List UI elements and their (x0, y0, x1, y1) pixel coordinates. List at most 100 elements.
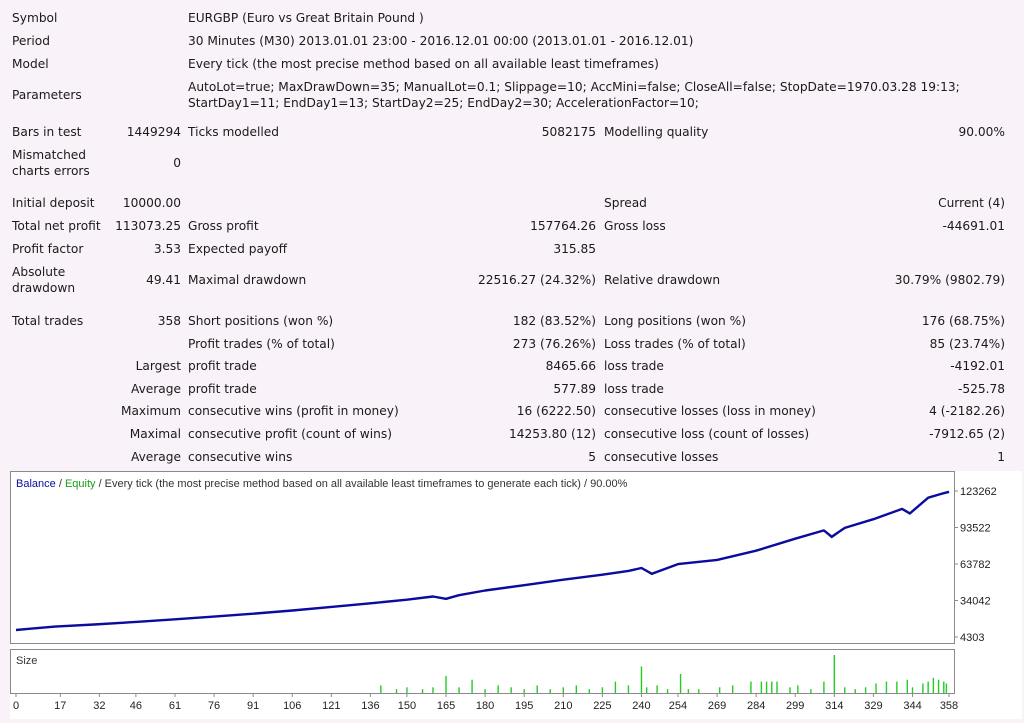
average-profit-value: 577.89 (553, 382, 596, 396)
symbol-value: EURGBP (Euro vs Great Britain Pound ) (188, 11, 424, 25)
gross-profit-label: Gross profit (188, 219, 259, 233)
expected-payoff-label: Expected payoff (188, 242, 288, 256)
x-tick-label: 344 (903, 700, 921, 712)
legend-sep: / (56, 478, 65, 490)
x-tick-label: 358 (940, 700, 958, 712)
spread-label: Spread (604, 196, 647, 210)
largest-profit-value: 8465.66 (545, 359, 596, 373)
chart-legend: Balance / Equity / Every tick (the most … (16, 478, 628, 490)
short-label: Short positions (won %) (188, 314, 334, 328)
x-tick-label: 284 (747, 700, 765, 712)
main-plot-frame (10, 471, 955, 644)
size-bars (380, 655, 948, 693)
y-tick-label: 123262 (960, 486, 997, 498)
maximal-loss-value: -7912.65 (2) (929, 427, 1005, 441)
mismatch-value: 0 (173, 156, 181, 170)
profit-trades-value: 273 (76.26%) (512, 337, 596, 351)
max-cons-wins-label: consecutive wins (profit in money) (188, 404, 399, 418)
x-tick-label: 269 (708, 700, 726, 712)
long-value: 176 (68.75%) (921, 314, 1005, 328)
max-cons-wins-value: 16 (6222.50) (516, 404, 596, 418)
x-axis: 0 17 32 46 61 76 91 106 121 136 150 165 180 195 210 225… (13, 693, 958, 712)
maximal-label: Maximal (129, 427, 181, 441)
x-tick-label: 76 (208, 700, 220, 712)
x-tick-label: 46 (130, 700, 142, 712)
profit-factor-value: 3.53 (153, 242, 181, 256)
x-tick-label: 225 (593, 700, 611, 712)
abs-dd-label-2: drawdown (12, 281, 76, 295)
x-tick-label: 240 (632, 700, 650, 712)
gross-loss-label: Gross loss (604, 219, 666, 233)
total-trades-label: Total trades (12, 314, 84, 328)
y-tick-label: 93522 (960, 523, 991, 535)
quality-label: Modelling quality (604, 125, 709, 139)
x-tick-label: 136 (361, 700, 379, 712)
x-tick-label: 314 (825, 700, 843, 712)
average2-label: Average (130, 450, 181, 464)
largest-profit-label: profit trade (188, 359, 257, 373)
x-tick-label: 195 (515, 700, 533, 712)
x-tick-label: 121 (322, 700, 340, 712)
x-tick-label: 254 (669, 700, 687, 712)
deposit-value: 10000.00 (122, 196, 181, 210)
average-label: Average (130, 382, 181, 396)
parameters-line-1: AutoLot=true; MaxDrawDown=35; ManualLot=… (188, 80, 960, 94)
x-tick-label: 106 (283, 700, 301, 712)
avg-cons-losses-label: consecutive losses (604, 450, 719, 464)
largest-loss-value: -4192.01 (950, 359, 1005, 373)
model-value: Every tick (the most precise method base… (188, 57, 659, 71)
max-dd-label: Maximal drawdown (188, 273, 307, 287)
total-trades-value: 358 (157, 314, 181, 328)
parameters-line-2: StartDay1=11; EndDay1=13; StartDay2=25; … (188, 96, 699, 110)
series-line-balance (15, 490, 950, 632)
size-label: Size (16, 655, 37, 667)
period-label: Period (12, 34, 51, 48)
gross-profit-value: 157764.26 (530, 219, 596, 233)
x-tick-label: 329 (864, 700, 882, 712)
largest-label: Largest (135, 359, 181, 373)
ticks-value: 5082175 (541, 125, 596, 139)
maximal-loss-label: consecutive loss (count of losses) (604, 427, 810, 441)
x-tick-label: 150 (398, 700, 416, 712)
max-cons-losses-value: 4 (-2182.26) (929, 404, 1005, 418)
x-tick-label: 299 (786, 700, 804, 712)
series-lines (15, 490, 950, 632)
expected-payoff-value: 315.85 (553, 242, 596, 256)
size-plot-frame (10, 649, 955, 694)
period-value: 30 Minutes (M30) 2013.01.01 23:00 - 2016… (188, 34, 694, 48)
x-tick-label: 0 (13, 700, 19, 712)
profit-trades-label: Profit trades (% of total) (188, 337, 335, 351)
spread-value: Current (4) (938, 196, 1005, 210)
profit-factor-label: Profit factor (12, 242, 84, 256)
x-tick-label: 165 (437, 700, 455, 712)
average-loss-label: loss trade (604, 382, 664, 396)
largest-loss-label: loss trade (604, 359, 664, 373)
x-tick-label: 91 (247, 700, 259, 712)
max-dd-value: 22516.27 (24.32%) (477, 273, 596, 287)
average-profit-label: profit trade (188, 382, 257, 396)
net-profit-label: Total net profit (12, 219, 101, 233)
y-axis: 123262 93522 63782 34042 4303 (954, 486, 997, 644)
x-tick-label: 61 (169, 700, 181, 712)
maximal-profit-value: 14253.80 (12) (508, 427, 596, 441)
legend-balance: Balance (16, 478, 56, 490)
maximal-profit-label: consecutive profit (count of wins) (188, 427, 392, 441)
y-tick-label: 4303 (960, 632, 984, 644)
y-tick-label: 63782 (960, 559, 991, 571)
symbol-label: Symbol (12, 11, 58, 25)
legend-description: / Every tick (the most precise method ba… (96, 478, 628, 490)
x-tick-label: 210 (554, 700, 572, 712)
gross-loss-value: -44691.01 (942, 219, 1005, 233)
legend-equity: Equity (65, 478, 96, 490)
avg-cons-wins-label: consecutive wins (188, 450, 293, 464)
rel-dd-value: 30.79% (9802.79) (894, 273, 1005, 287)
mismatch-label-2: charts errors (12, 164, 90, 178)
x-tick-label: 32 (93, 700, 105, 712)
ticks-label: Ticks modelled (188, 125, 280, 139)
x-tick-label: 180 (476, 700, 494, 712)
balance-equity-chart: Balance / Equity / Every tick (the most … (10, 471, 1022, 719)
max-cons-losses-label: consecutive losses (loss in money) (604, 404, 816, 418)
rel-dd-label: Relative drawdown (604, 273, 721, 287)
bars-label: Bars in test (12, 125, 82, 139)
quality-value: 90.00% (958, 125, 1005, 139)
